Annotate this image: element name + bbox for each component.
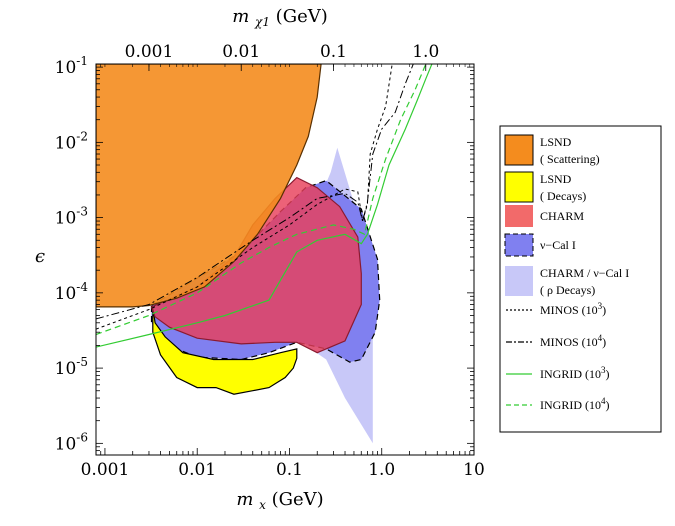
legend: LSND ( Scattering) LSND ( Decays) CHARM ν−Cal… [499, 125, 662, 433]
y-tick-label: 10-4 [55, 280, 89, 304]
top-tick-label: 0.01 [222, 42, 260, 62]
x-axis-title: m x (GeV) [236, 489, 323, 512]
legend-entry-minos-10: MINOS (104) [506, 333, 606, 349]
legend-label: CHARM / ν−Cal I [540, 266, 629, 280]
region-lsnd-decays [152, 306, 298, 395]
legend-entry-lsnd-decays: LSND ( Decays) [504, 171, 586, 203]
region-lsnd-scattering [96, 64, 322, 308]
legend-label: CHARM [540, 209, 584, 223]
x-tick-label: 0.001 [81, 460, 130, 480]
y-axis-title: ϵ [35, 246, 45, 267]
legend-swatch [504, 134, 534, 166]
y-tick-label: 10-5 [55, 355, 88, 379]
legend-label: ν−Cal I [540, 238, 576, 252]
legend-entry-lsnd-scattering: LSND ( Scattering) [504, 134, 600, 166]
legend-label: INGRID (103) [540, 365, 610, 381]
y-tick-label: 10-3 [55, 205, 88, 229]
legend-entry-charm-cal-i-decays: CHARM / ν−Cal I ( ρ Decays) [505, 266, 629, 297]
legend-entry-charm: CHARM [505, 205, 584, 227]
y-tick-label: 10-1 [55, 54, 88, 78]
y-tick-label: 10-2 [55, 129, 88, 153]
legend-label-line2: ( Scattering) [540, 152, 600, 166]
x-tick-label: 0.01 [178, 460, 216, 480]
legend-entry-ingrid-10: INGRID (104) [506, 396, 610, 412]
legend-label: INGRID (104) [540, 396, 610, 412]
y-tick-label: 10-6 [55, 430, 88, 454]
legend-label: LSND [540, 135, 572, 149]
legend-entry-cal-i: ν−Cal I [504, 233, 576, 257]
legend-label-line2: ( Decays) [540, 189, 586, 203]
legend-label: MINOS (103) [540, 301, 606, 317]
top-tick-label: 1.0 [412, 42, 439, 62]
legend-label-line2: ( ρ Decays) [540, 283, 595, 297]
x-tick-label: 1.0 [368, 460, 395, 480]
top-axis-title: m χ1 (GeV) [232, 6, 328, 29]
x-tick-label: 0.1 [276, 460, 303, 480]
curve-ingrid-10-3 [96, 64, 433, 348]
legend-label: MINOS (104) [540, 333, 606, 349]
legend-label: LSND [540, 172, 572, 186]
curve-minos-10-3 [96, 64, 393, 330]
legend-swatch [504, 233, 534, 257]
legend-entry-minos-10: MINOS (103) [506, 301, 606, 317]
top-tick-label: 0.001 [125, 42, 174, 62]
axis-ticks: 0.001 0.01 0.1 1.0 10 0.001 0.01 0.1 1.0 10-1 10-2… [55, 42, 485, 480]
legend-entry-ingrid-10: INGRID (103) [506, 365, 610, 381]
x-tick-label: 10 [463, 460, 485, 480]
legend-swatch [504, 171, 534, 203]
sensitivity-curves [96, 64, 433, 348]
exclusion-regions [96, 64, 381, 444]
curve-minos-10-4 [96, 64, 414, 320]
top-tick-label: 0.1 [320, 42, 347, 62]
curve-ingrid-10-4 [96, 64, 427, 336]
legend-swatch [505, 266, 533, 296]
legend-swatch [505, 205, 533, 227]
